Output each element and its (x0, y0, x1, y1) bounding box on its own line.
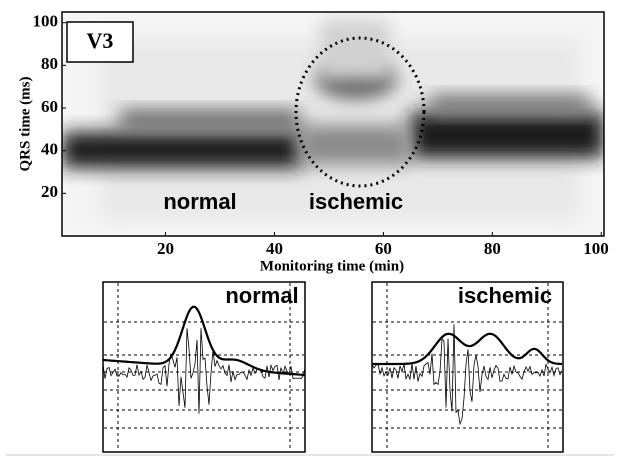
insets (102, 283, 563, 451)
annotation: normal (163, 189, 236, 214)
y-tick-label: 80 (41, 54, 58, 73)
y-tick-label: 40 (41, 140, 58, 159)
x-tick-label: 100 (583, 239, 609, 258)
ischemic-circle (294, 36, 426, 188)
inset-title: ischemic (458, 283, 552, 308)
inset-signal (371, 324, 563, 426)
x-tick-label: 40 (266, 239, 283, 258)
x-tick-label: 80 (484, 239, 501, 258)
x-axis-label: Monitoring time (min) (260, 258, 404, 274)
plot-frame (61, 11, 605, 237)
x-tick-label: 60 (375, 239, 392, 258)
x-tick-label: 20 (157, 239, 174, 258)
y-tick-label: 100 (33, 12, 59, 31)
y-tick-label: 20 (41, 182, 58, 201)
inset-envelope (372, 332, 563, 366)
inset-title: normal (225, 283, 298, 308)
panel-label-box (66, 21, 134, 63)
inset-frame (371, 281, 564, 453)
panel-label: V3 (87, 28, 114, 53)
y-tick-label: 60 (41, 97, 58, 116)
inset-signal (102, 328, 306, 414)
density-map (62, 12, 604, 236)
y-axis-label: QRS time (ms) (17, 77, 33, 172)
inset-envelope (102, 305, 306, 377)
annotation: ischemic (309, 189, 403, 214)
